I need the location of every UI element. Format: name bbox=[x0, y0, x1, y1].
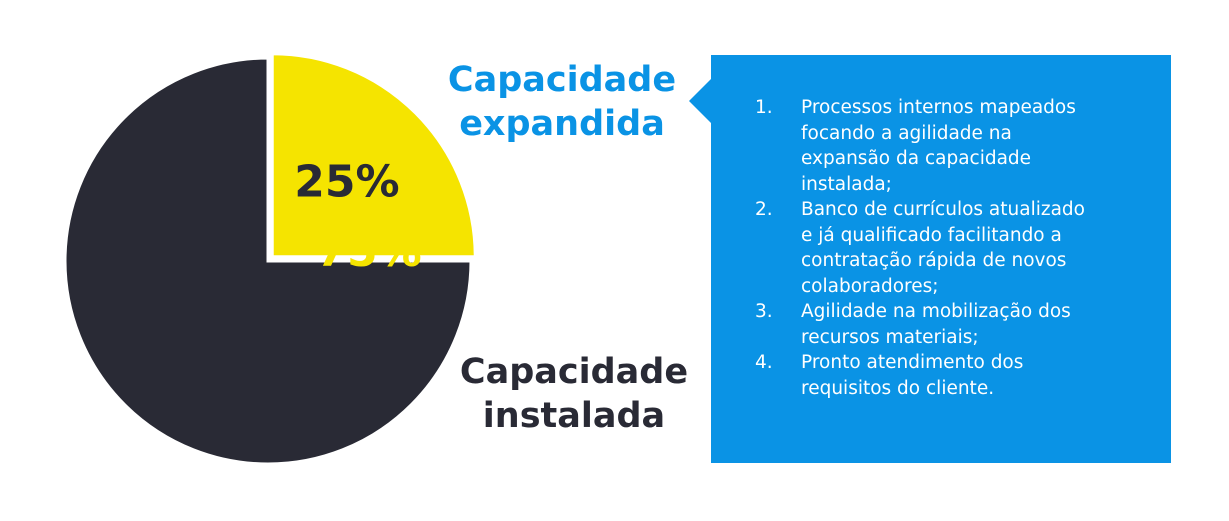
label-expandida-line2: expandida bbox=[459, 104, 665, 144]
info-list-text-line: focando a agilidade na bbox=[801, 122, 1012, 144]
pie-chart: 25%75% bbox=[63, 52, 477, 466]
info-list-text-line: colaboradores; bbox=[801, 275, 939, 297]
info-list-item: 2. Banco de currículos atualizado e já qua… bbox=[755, 197, 1151, 299]
pie-label-expandida: 25% bbox=[294, 157, 399, 208]
info-list-text-line: recursos materiais; bbox=[801, 326, 979, 348]
pie-label-instalada: 75% bbox=[316, 226, 421, 277]
info-list-item: 4. Pronto atendimento dos requisitos do cl… bbox=[755, 350, 1151, 401]
info-list-item: 3. Agilidade na mobilização dos recursos m… bbox=[755, 299, 1151, 350]
info-list-text: Agilidade na mobilização dos recursos mat… bbox=[801, 299, 1151, 350]
label-expandida-line1: Capacidade bbox=[447, 60, 677, 100]
info-list-number: 3. bbox=[755, 301, 773, 322]
info-list: 1. Processos internos mapeados focando a a… bbox=[755, 95, 1151, 401]
info-list-text: Pronto atendimento dos requisitos do clie… bbox=[801, 350, 1151, 401]
info-list-text-line: expansão da capacidade bbox=[801, 148, 1032, 169]
info-list-text-line: requisitos do cliente. bbox=[801, 377, 995, 399]
label-capacidade-instalada: Capacidade instalada bbox=[452, 350, 696, 438]
info-list-text-line: instalada; bbox=[801, 173, 892, 195]
info-list-text-line: e já qualificado facilitando a bbox=[801, 224, 1062, 246]
info-list-text: Banco de currículos atualizado e já quali… bbox=[801, 197, 1151, 299]
info-list-text-line: Agilidade na mobilização dos bbox=[801, 301, 1071, 322]
info-list-text-line: Processos internos mapeados bbox=[801, 97, 1076, 118]
info-list-number: 1. bbox=[755, 97, 773, 118]
pie-slice-instalada bbox=[63, 56, 473, 466]
info-box: 1. Processos internos mapeados focando a a… bbox=[689, 55, 1171, 463]
info-list-number: 4. bbox=[755, 352, 773, 373]
label-instalada-line1: Capacidade bbox=[459, 352, 689, 392]
info-list-item: 1. Processos internos mapeados focando a a… bbox=[755, 95, 1151, 197]
info-list-text-line: Banco de currículos atualizado bbox=[801, 199, 1085, 220]
info-list-text-line: Pronto atendimento dos bbox=[801, 352, 1024, 373]
info-list-number: 2. bbox=[755, 199, 773, 220]
label-capacidade-expandida: Capacidade expandida bbox=[440, 58, 684, 146]
info-list-text: Processos internos mapeados focando a agi… bbox=[801, 95, 1151, 197]
pie-slice-expandida bbox=[270, 52, 477, 259]
info-list-text-line: contratação rápida de novos bbox=[801, 250, 1067, 271]
label-instalada-line2: instalada bbox=[482, 396, 666, 436]
